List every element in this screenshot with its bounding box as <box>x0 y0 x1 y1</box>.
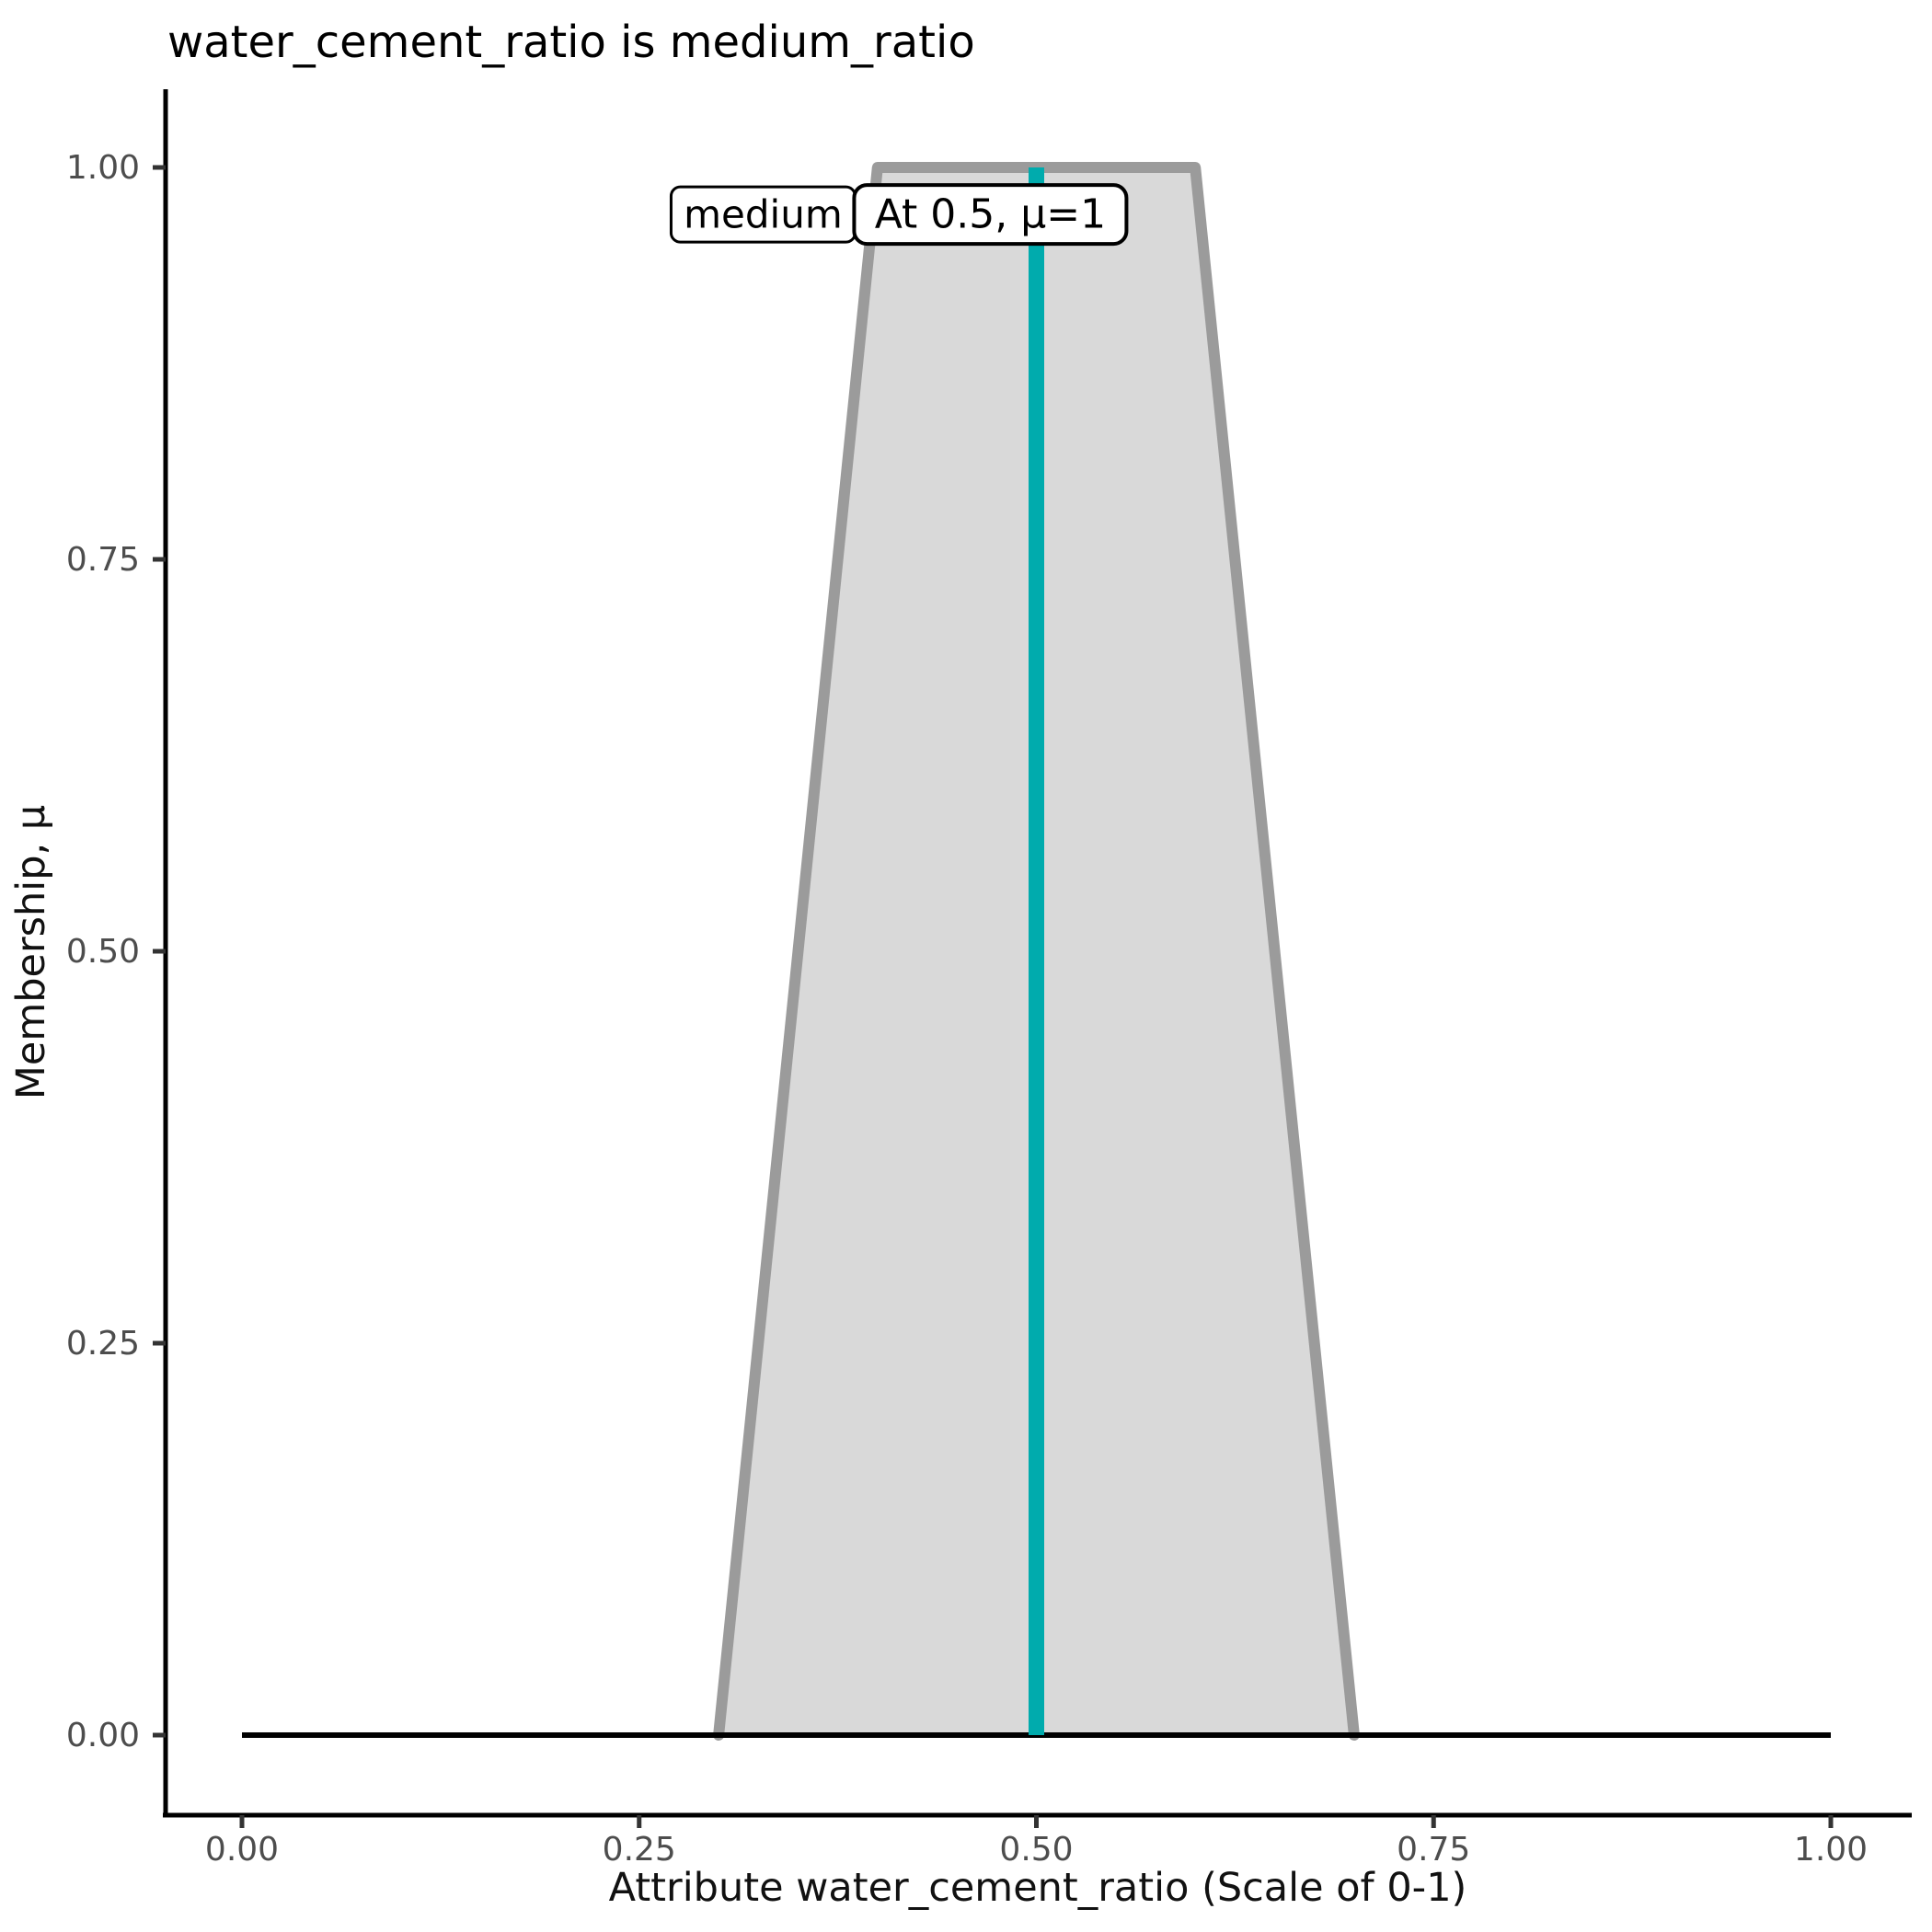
y-tick-label: 0.75 <box>66 541 140 579</box>
y-tick-label: 1.00 <box>66 149 140 187</box>
y-tick-label: 0.50 <box>66 933 140 971</box>
x-axis-title: Attribute water_cement_ratio (Scale of 0… <box>609 1865 1467 1911</box>
chart-title: water_cement_ratio is medium_ratio <box>167 17 975 68</box>
y-tick-label: 0.25 <box>66 1325 140 1363</box>
x-tick-label: 0.25 <box>603 1831 676 1869</box>
x-tick-label: 1.00 <box>1794 1831 1868 1869</box>
annotation-text-at-value: At 0.5, μ=1 <box>875 191 1106 238</box>
x-tick-label: 0.00 <box>205 1831 279 1869</box>
x-tick-label: 0.50 <box>999 1831 1073 1869</box>
y-axis-title: Membership, μ <box>8 805 54 1099</box>
annotation-box-at-value <box>852 183 1129 247</box>
y-tick-label: 0.00 <box>66 1717 140 1754</box>
x-tick-label: 0.75 <box>1397 1831 1470 1869</box>
plot-area: 0.00 0.25 0.50 0.75 1.00 0.00 0.25 0.50 0.75 1.00… <box>66 89 1912 1869</box>
annotation-text-medium: medium <box>684 192 843 237</box>
